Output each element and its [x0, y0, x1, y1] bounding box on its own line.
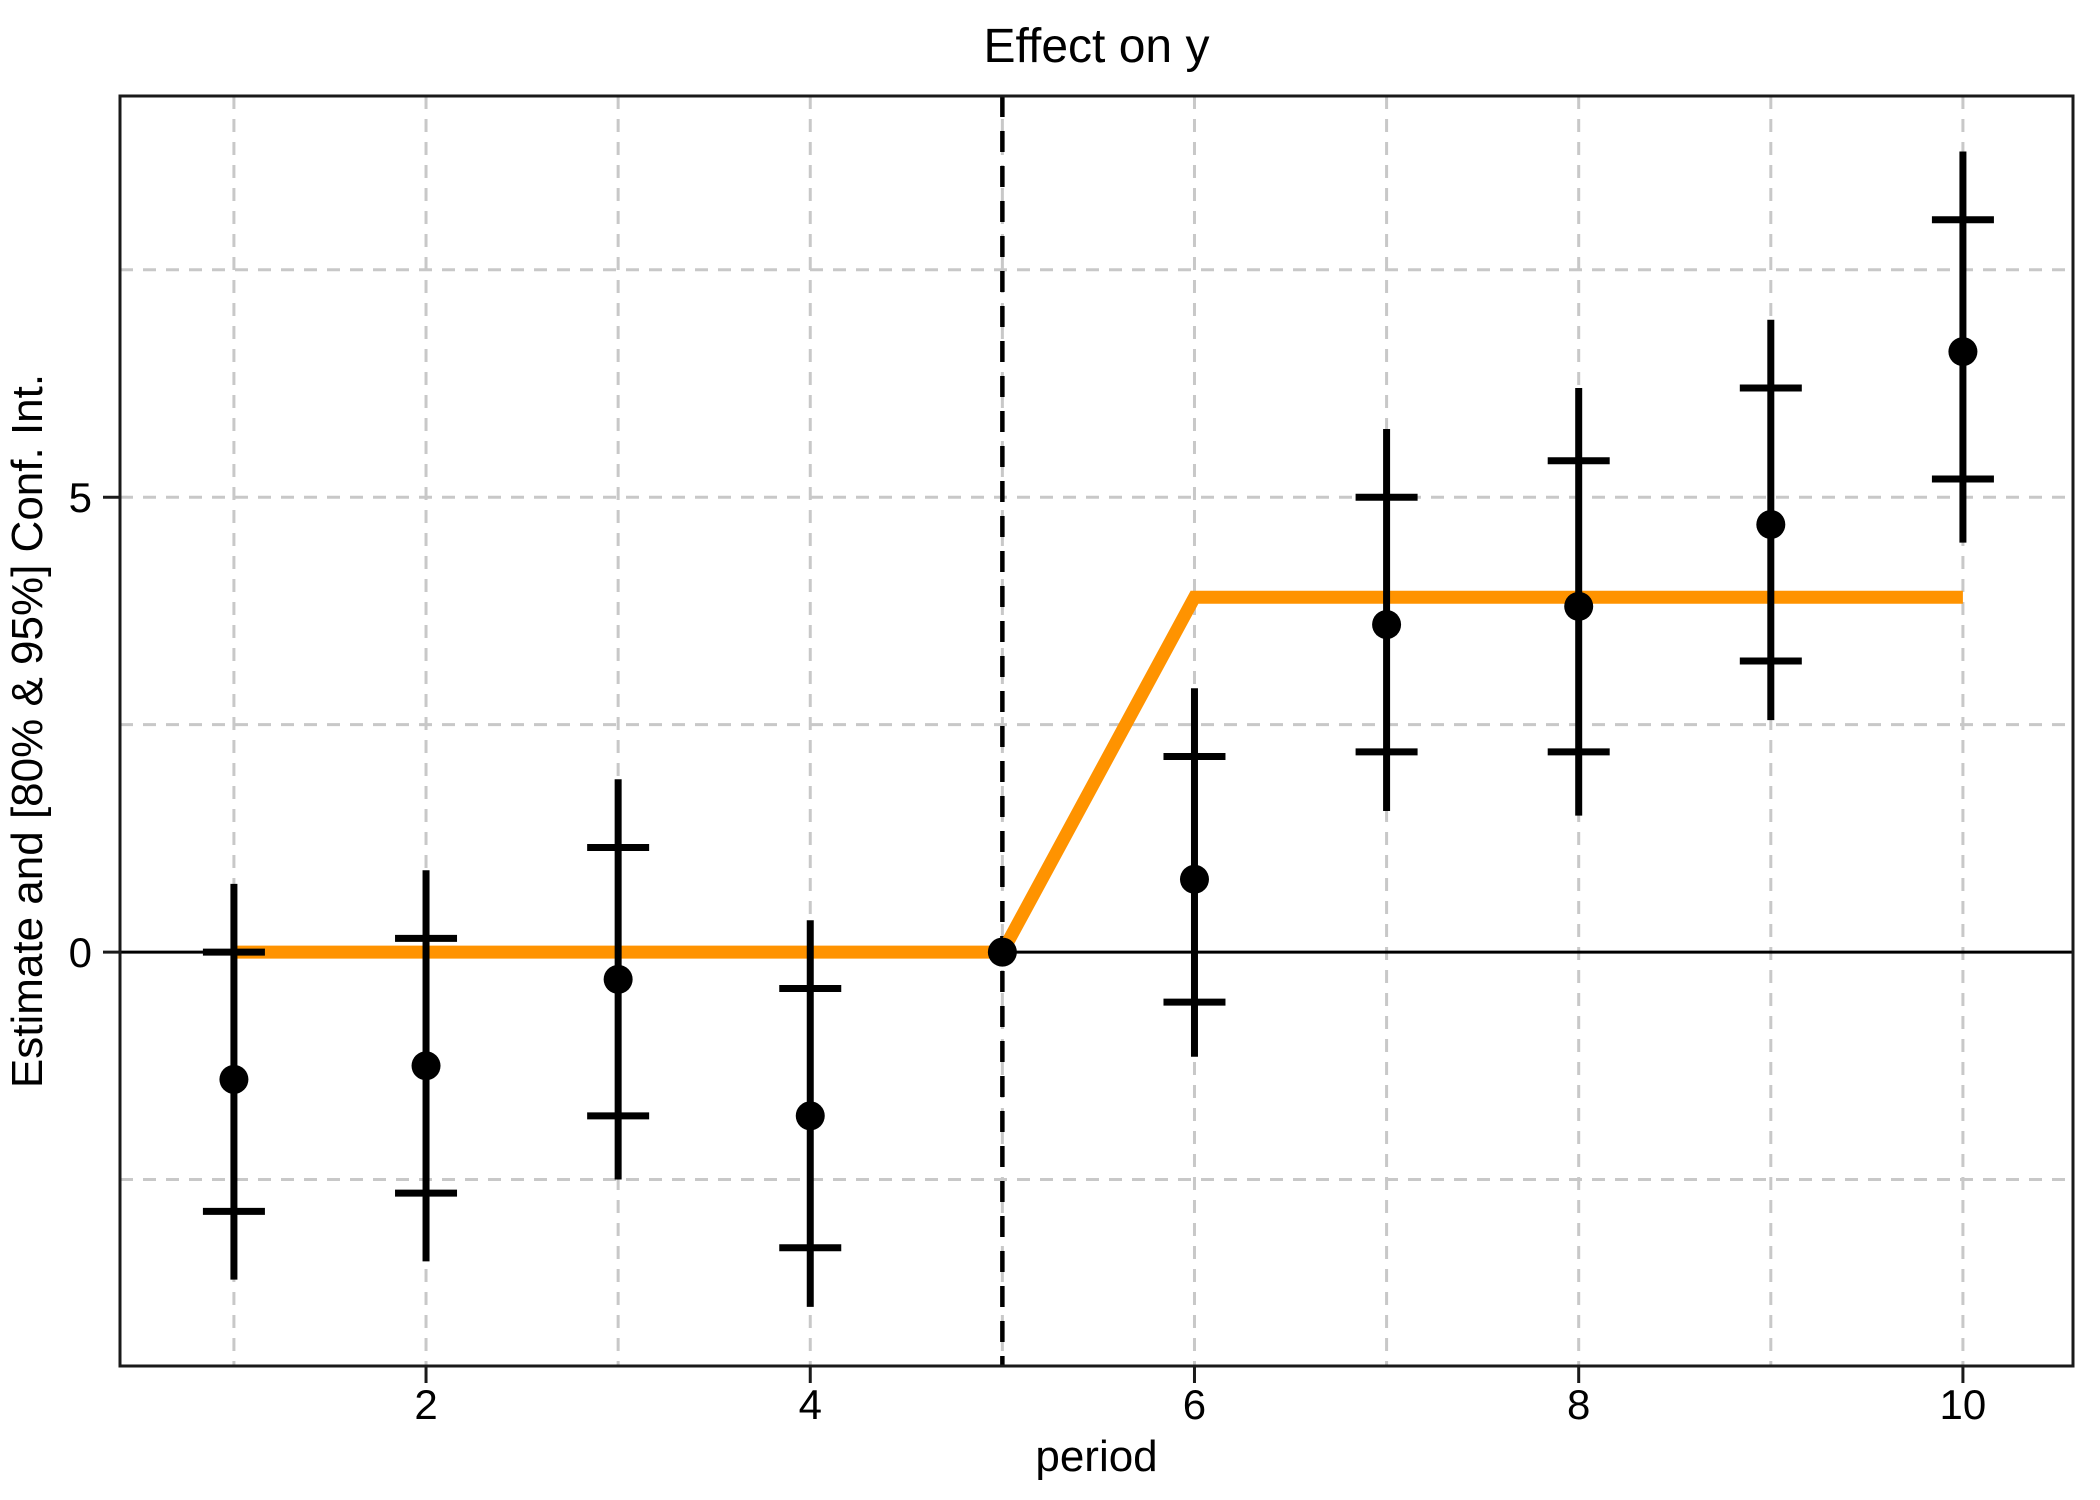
estimate-point: [219, 1064, 249, 1094]
y-tick-label: 0: [69, 929, 92, 976]
x-axis-label: period: [1035, 1432, 1157, 1481]
estimate-point: [1564, 591, 1594, 621]
estimate-point: [603, 964, 633, 994]
plot-frame: [118, 94, 2075, 1368]
estimate-point: [795, 1101, 825, 1131]
x-tick-label: 8: [1567, 1381, 1590, 1428]
reference-point: [987, 937, 1017, 967]
estimate-point: [1179, 864, 1209, 894]
estimate-point: [1756, 509, 1786, 539]
estimate-point: [1948, 337, 1978, 367]
y-axis-label: Estimate and [80% & 95%] Conf. Int.: [3, 374, 52, 1088]
true-effect-step-line: [233, 590, 1963, 959]
chart-title: Effect on y: [984, 20, 1210, 73]
x-tick-label: 10: [1940, 1381, 1987, 1428]
y-tick-label: 5: [69, 474, 92, 521]
x-tick-label: 6: [1183, 1381, 1206, 1428]
x-tick-label: 2: [414, 1381, 437, 1428]
x-tick-label: 4: [799, 1381, 822, 1428]
estimate-point: [1372, 610, 1402, 640]
estimate-point: [411, 1051, 441, 1081]
